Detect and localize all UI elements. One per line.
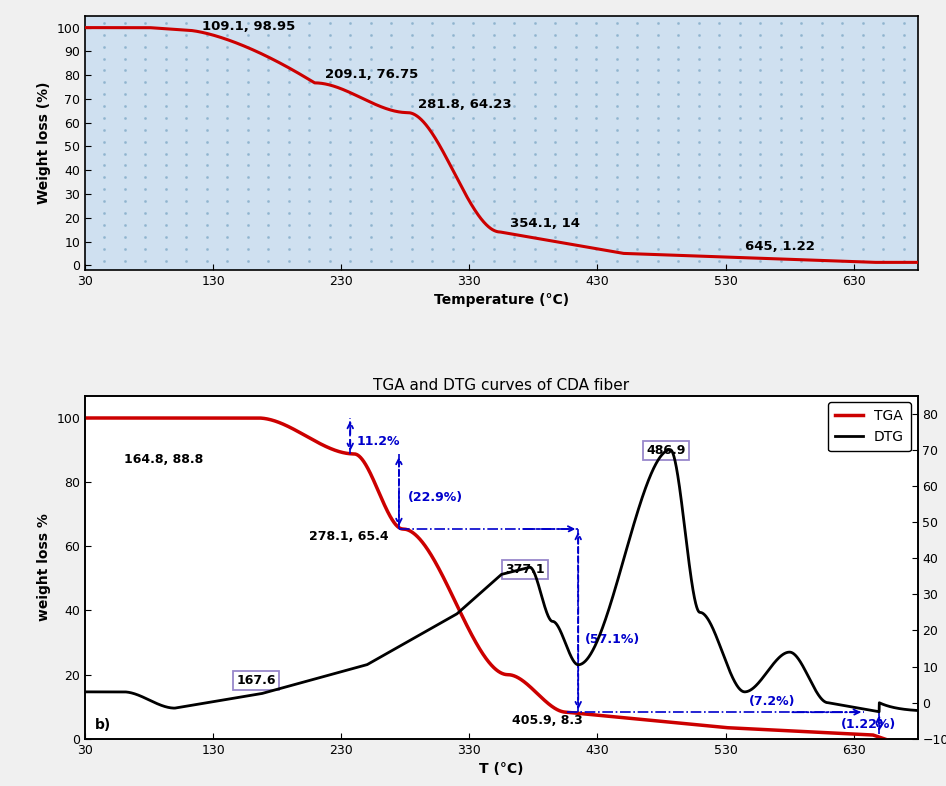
Text: (1.22%): (1.22%) [841,718,896,731]
DTG [845,702,856,711]
Text: 278.1, 65.4: 278.1, 65.4 [309,530,389,543]
TGA [436,569,447,578]
TGA [886,736,898,746]
Text: 164.8, 88.8: 164.8, 88.8 [124,453,202,466]
Text: 209.1, 76.75: 209.1, 76.75 [324,68,418,81]
TGA [912,740,923,750]
Text: 281.8, 64.23: 281.8, 64.23 [418,98,512,111]
X-axis label: Temperature (°C): Temperature (°C) [434,293,569,307]
Text: 109.1, 98.95: 109.1, 98.95 [201,20,295,33]
TGA [893,740,904,750]
DTG [912,706,923,715]
TGA [845,729,856,739]
Text: 486.9: 486.9 [646,444,686,457]
Line: TGA: TGA [85,418,918,745]
Text: b): b) [96,718,112,732]
Y-axis label: Weight loss (%): Weight loss (%) [37,82,51,204]
Legend: TGA, DTG: TGA, DTG [828,402,911,451]
DTG [886,703,898,712]
Text: (57.1%): (57.1%) [585,633,639,645]
DTG [873,707,885,716]
DTG [665,445,676,454]
Text: 167.6: 167.6 [236,674,276,687]
Text: 405.9, 8.3: 405.9, 8.3 [512,714,583,727]
DTG [684,566,695,575]
TGA [79,413,91,423]
Title: TGA and DTG curves of CDA fiber: TGA and DTG curves of CDA fiber [374,378,629,393]
TGA [684,719,695,729]
Text: (7.2%): (7.2%) [748,695,795,708]
Text: 645, 1.22: 645, 1.22 [745,241,815,254]
DTG [79,687,91,696]
Text: 377.1: 377.1 [505,563,545,576]
X-axis label: T (°C): T (°C) [479,762,524,777]
Text: 11.2%: 11.2% [357,435,400,448]
DTG [429,622,441,631]
Line: DTG: DTG [85,450,918,711]
Y-axis label: weight loss %: weight loss % [37,513,51,621]
Text: (22.9%): (22.9%) [408,491,463,505]
TGA [429,556,441,566]
DTG [475,588,486,597]
TGA [475,646,486,656]
DTG [436,618,447,627]
Text: 354.1, 14: 354.1, 14 [511,217,581,230]
